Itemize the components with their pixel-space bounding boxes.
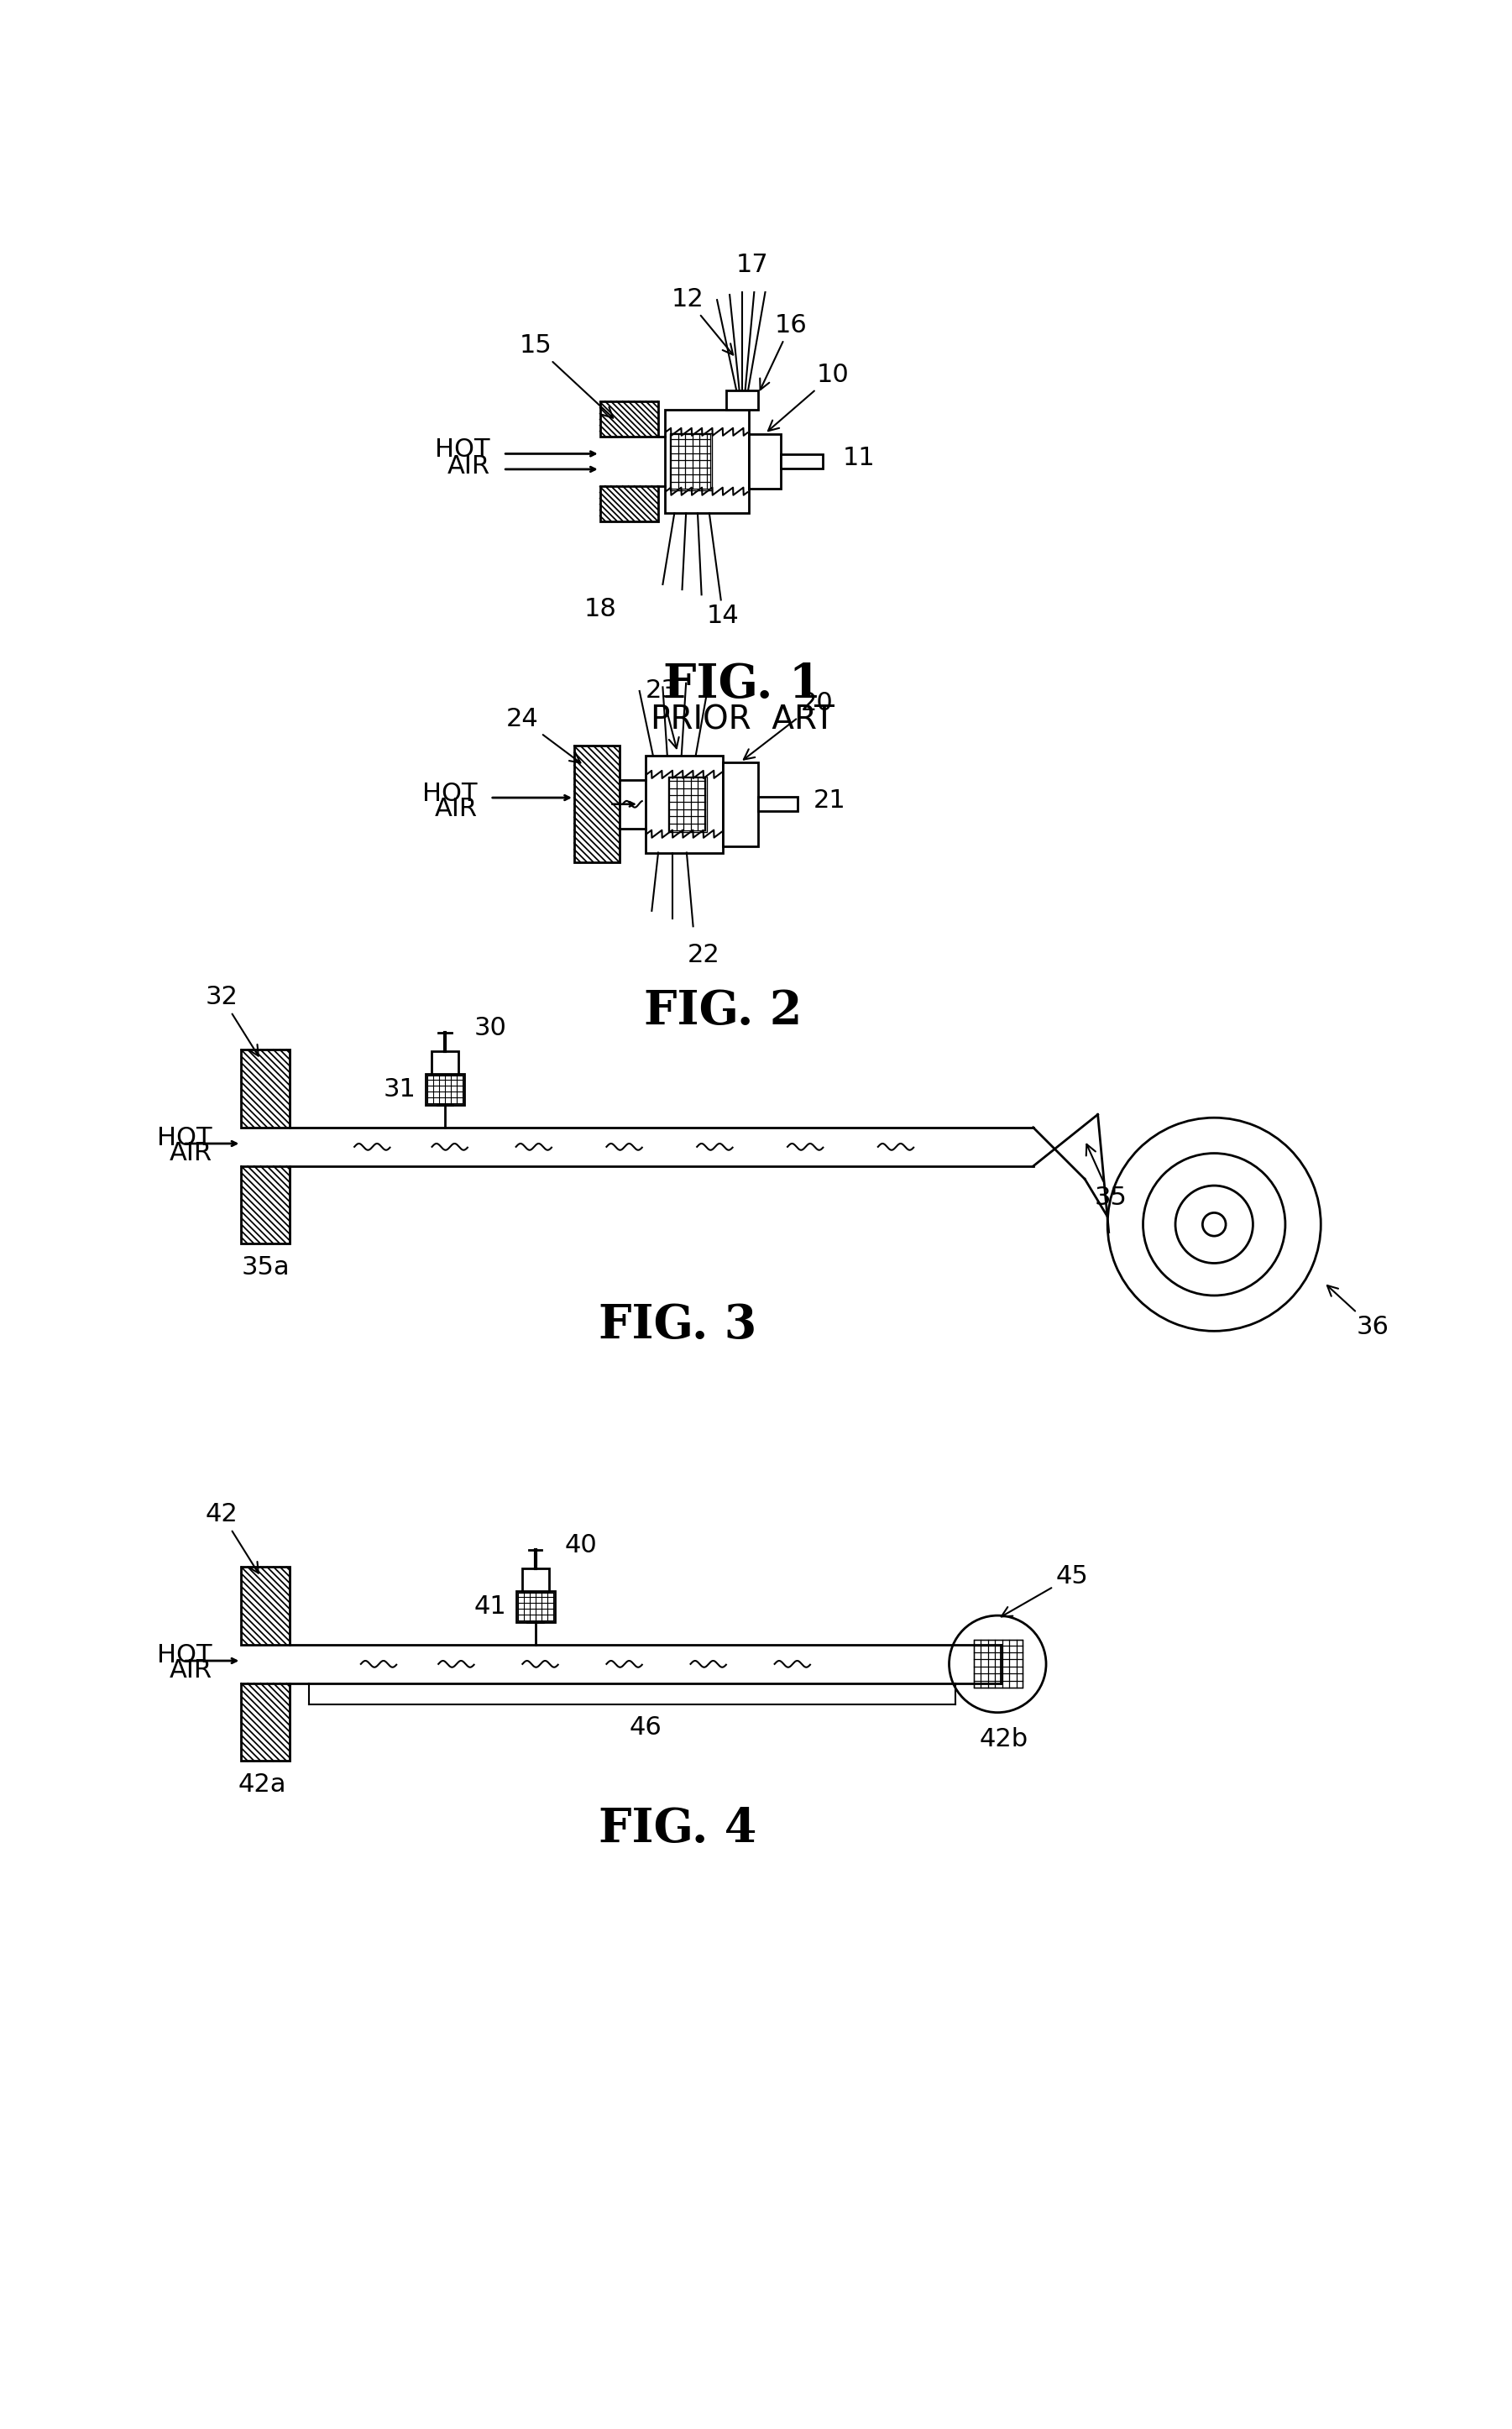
Bar <box>723 763 759 845</box>
Text: HOT: HOT <box>422 782 478 806</box>
Text: 12: 12 <box>671 287 733 355</box>
Text: 40: 40 <box>564 1533 597 1557</box>
Bar <box>431 1052 458 1074</box>
Text: 35a: 35a <box>242 1256 290 1280</box>
Text: AIR: AIR <box>169 1142 212 1166</box>
Bar <box>668 777 706 833</box>
Text: 42: 42 <box>206 1504 259 1574</box>
Bar <box>646 755 723 853</box>
Bar <box>425 1074 464 1105</box>
Text: HOT: HOT <box>157 1642 212 1666</box>
Text: FIG. 4: FIG. 4 <box>599 1807 756 1853</box>
Bar <box>242 1683 290 1761</box>
Text: HOT: HOT <box>157 1125 212 1149</box>
Text: 10: 10 <box>768 362 850 430</box>
Text: 30: 30 <box>473 1015 507 1040</box>
Text: FIG. 1: FIG. 1 <box>664 663 821 709</box>
Text: 36: 36 <box>1328 1285 1390 1338</box>
Bar <box>974 1640 1022 1688</box>
Circle shape <box>950 1615 1046 1712</box>
Bar <box>575 746 620 862</box>
Text: AIR: AIR <box>448 454 490 479</box>
Text: FIG. 2: FIG. 2 <box>644 989 801 1035</box>
Text: 42b: 42b <box>980 1727 1028 1751</box>
Text: 15: 15 <box>519 333 612 418</box>
Bar <box>670 432 712 491</box>
Bar <box>748 435 782 488</box>
Text: 11: 11 <box>842 447 875 471</box>
Text: AIR: AIR <box>434 797 478 821</box>
Bar <box>600 401 658 437</box>
Bar <box>242 1166 290 1244</box>
Text: FIG. 3: FIG. 3 <box>599 1302 756 1348</box>
Text: 18: 18 <box>584 598 617 622</box>
Text: 14: 14 <box>706 605 739 629</box>
Text: AIR: AIR <box>169 1659 212 1683</box>
Bar <box>516 1591 555 1623</box>
Text: 32: 32 <box>206 986 259 1057</box>
Text: 22: 22 <box>686 942 720 967</box>
Bar <box>242 1049 290 1127</box>
Text: 24: 24 <box>507 707 581 763</box>
Text: 16: 16 <box>761 313 807 389</box>
Bar <box>242 1567 290 1644</box>
Text: 23: 23 <box>646 678 679 748</box>
Text: 41: 41 <box>473 1593 507 1618</box>
Bar <box>522 1569 549 1591</box>
Bar <box>726 391 759 411</box>
Text: 46: 46 <box>629 1715 662 1739</box>
Bar <box>600 486 658 522</box>
Bar <box>665 411 748 513</box>
Text: HOT: HOT <box>435 437 490 462</box>
Bar <box>759 797 797 811</box>
Text: 17: 17 <box>736 253 768 277</box>
Text: 42a: 42a <box>237 1773 286 1797</box>
Text: PRIOR  ART: PRIOR ART <box>650 704 835 736</box>
Text: 45: 45 <box>1001 1564 1089 1618</box>
Bar <box>782 454 823 469</box>
Text: 35: 35 <box>1086 1144 1126 1210</box>
Text: 31: 31 <box>383 1076 416 1100</box>
Text: 20: 20 <box>744 692 833 760</box>
Text: 21: 21 <box>813 789 845 814</box>
